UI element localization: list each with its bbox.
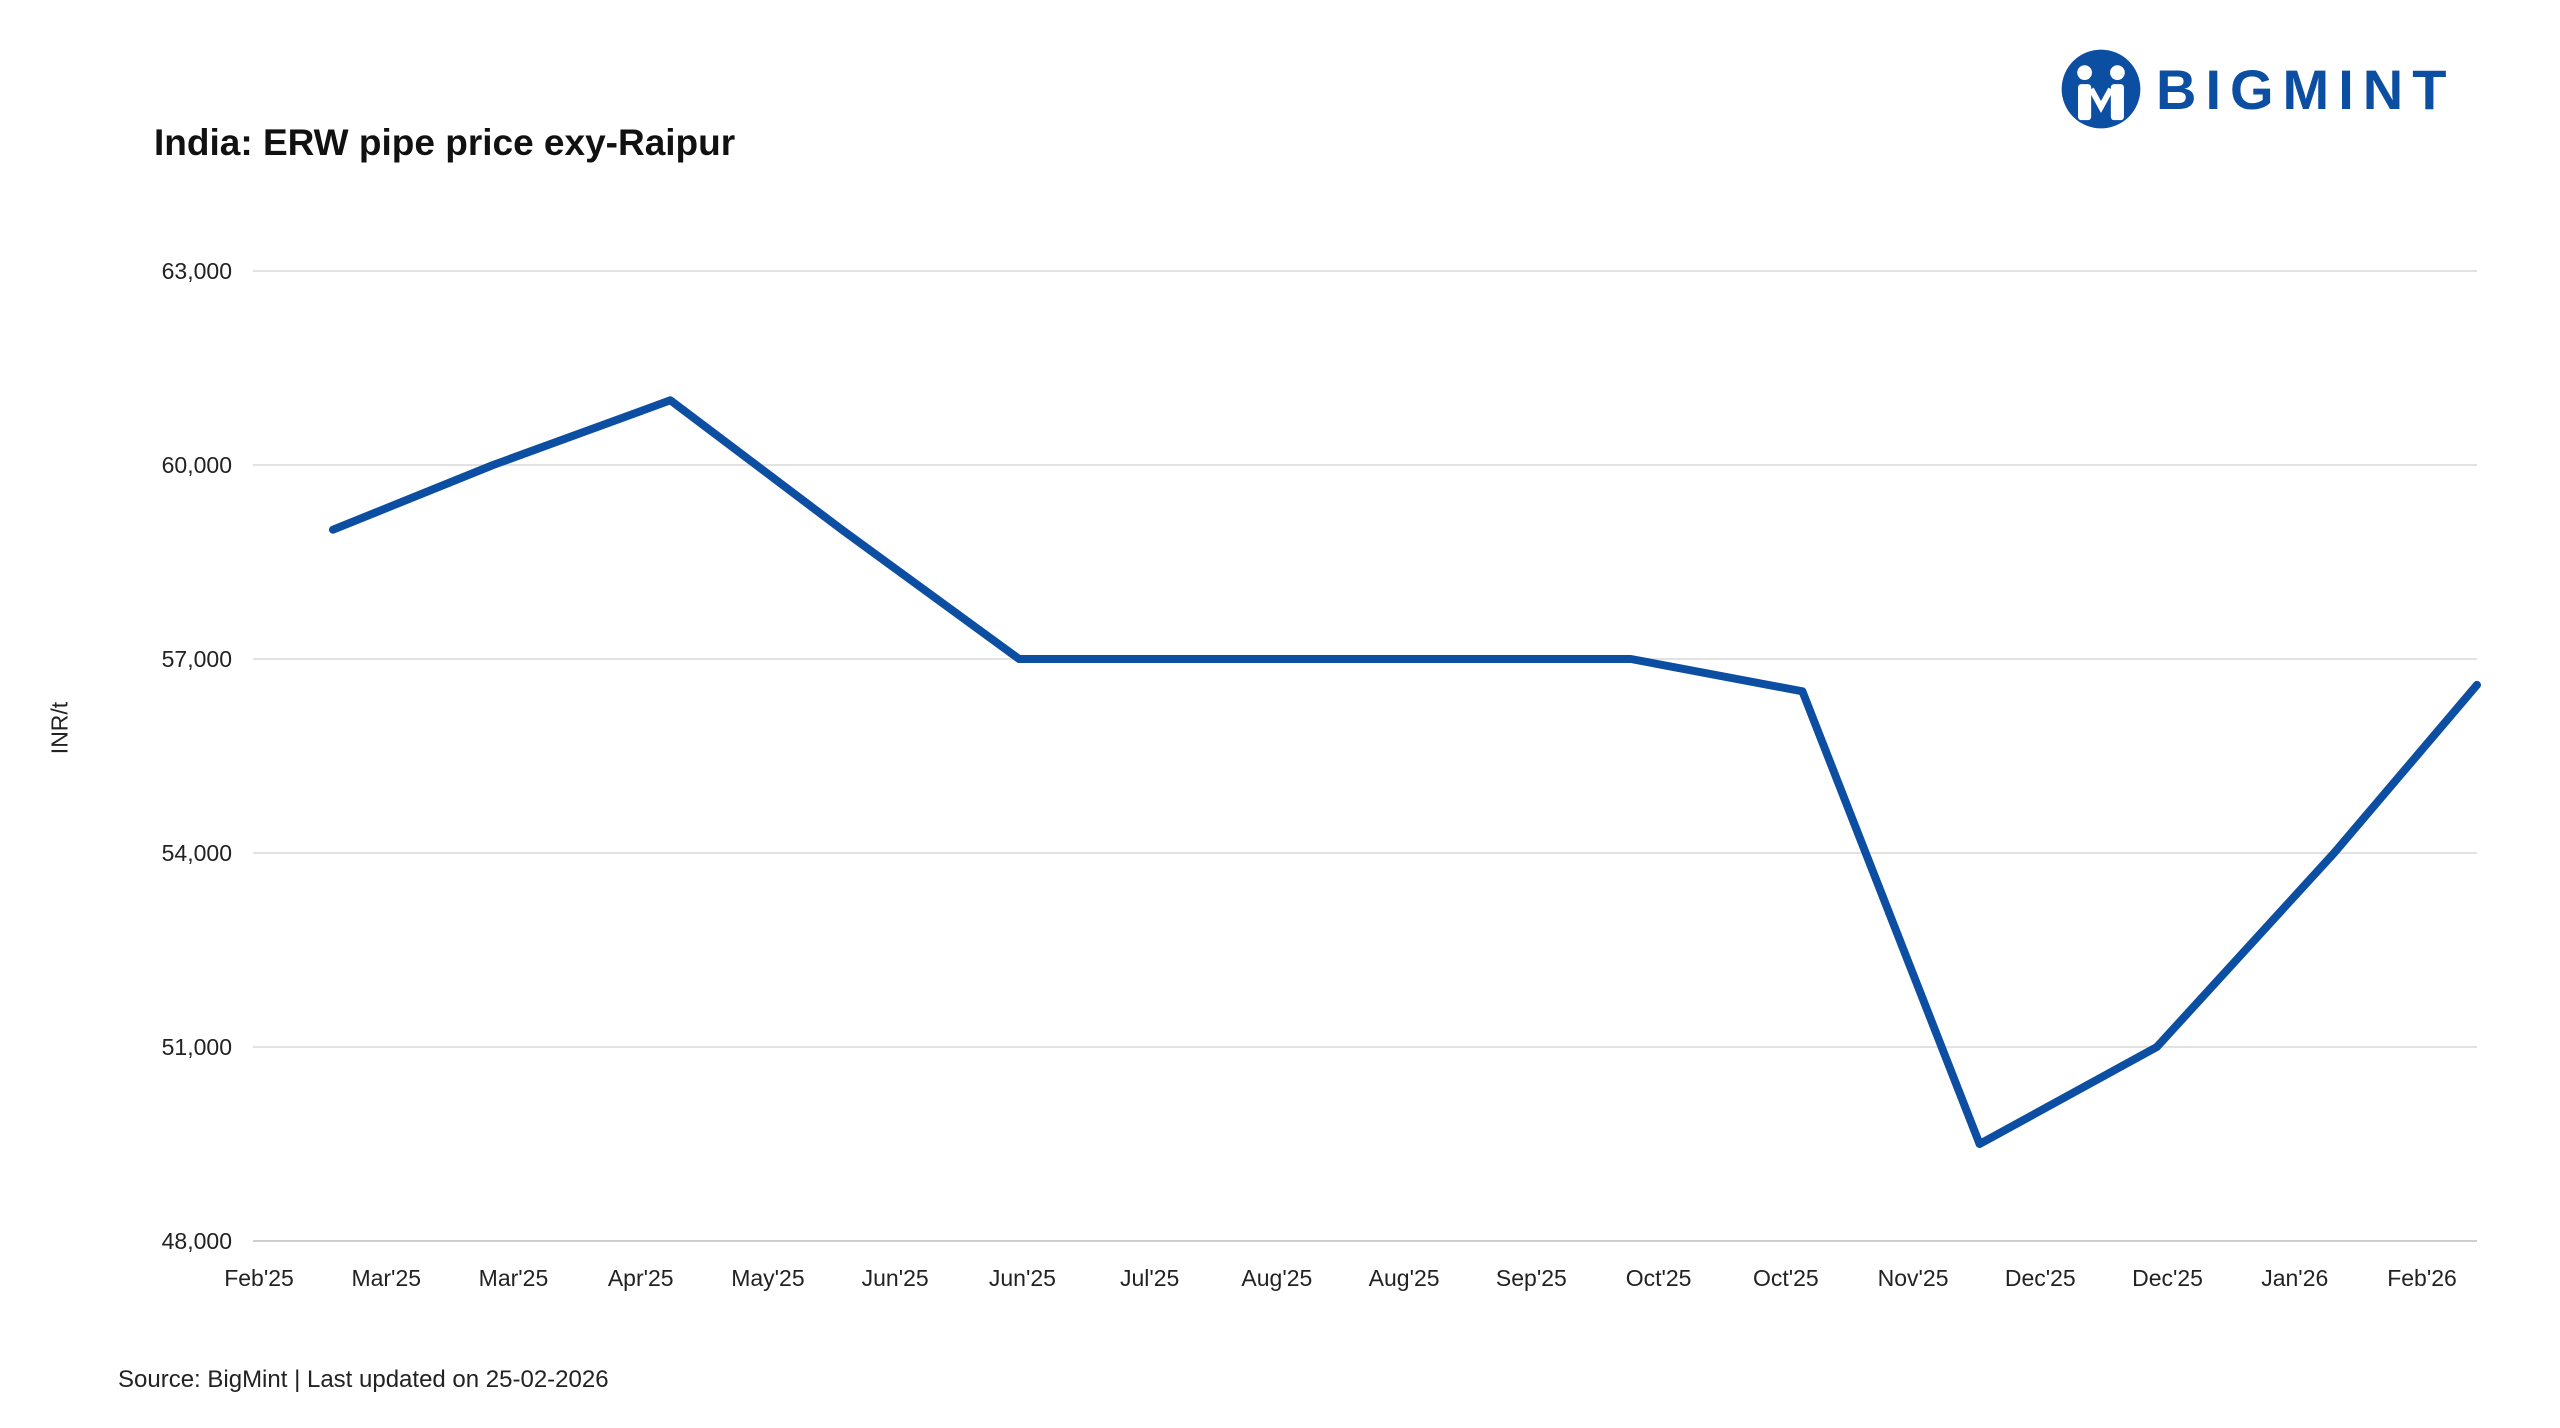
series-line (329, 396, 2481, 1148)
x-tick-label: Dec'25 (2132, 1265, 2203, 1291)
y-tick-label: 60,000 (162, 452, 232, 478)
y-tick-label: 54,000 (162, 840, 232, 866)
y-tick-label: 51,000 (162, 1034, 232, 1060)
x-tick-label: Feb'25 (224, 1265, 294, 1291)
y-tick-label: 63,000 (162, 258, 232, 284)
bigmint-logo-icon (2061, 49, 2141, 129)
x-tick-label: Jan'26 (2261, 1265, 2328, 1291)
series-group (329, 396, 2481, 1148)
x-tick-label: Aug'25 (1369, 1265, 1440, 1291)
x-tick-label: Sep'25 (1496, 1265, 1567, 1291)
x-tick-label: Jun'25 (862, 1265, 929, 1291)
x-tick-label: Nov'25 (1878, 1265, 1949, 1291)
x-tick-label: Mar'25 (479, 1265, 549, 1291)
y-tick-label: 57,000 (162, 646, 232, 672)
x-tick-label: Oct'25 (1626, 1265, 1692, 1291)
x-tick-label: Aug'25 (1241, 1265, 1312, 1291)
x-tick-label: Jul'25 (1120, 1265, 1179, 1291)
y-tick-labels: 48,000 51,000 54,000 57,000 60,000 63,000 (162, 258, 232, 1254)
bigmint-logo: BIGMINT (2060, 44, 2480, 134)
x-tick-label: Apr'25 (608, 1265, 674, 1291)
x-tick-label: May'25 (731, 1265, 804, 1291)
y-tick-label: 48,000 (162, 1228, 232, 1254)
x-tick-label: Feb'26 (2387, 1265, 2457, 1291)
x-tick-label: Oct'25 (1753, 1265, 1819, 1291)
gridlines (253, 270, 2477, 1242)
x-tick-label: Mar'25 (351, 1265, 421, 1291)
bigmint-logo-text: BIGMINT (2156, 57, 2456, 121)
chart-title: India: ERW pipe price exy-Raipur (154, 122, 736, 163)
x-tick-label: Jun'25 (989, 1265, 1056, 1291)
x-tick-labels: Feb'25 Mar'25 Mar'25 Apr'25 May'25 Jun'25 Jun'… (224, 1265, 2457, 1291)
x-tick-label: Dec'25 (2005, 1265, 2076, 1291)
source-footer: Source: BigMint | Last updated on 25-02-… (118, 1366, 609, 1393)
